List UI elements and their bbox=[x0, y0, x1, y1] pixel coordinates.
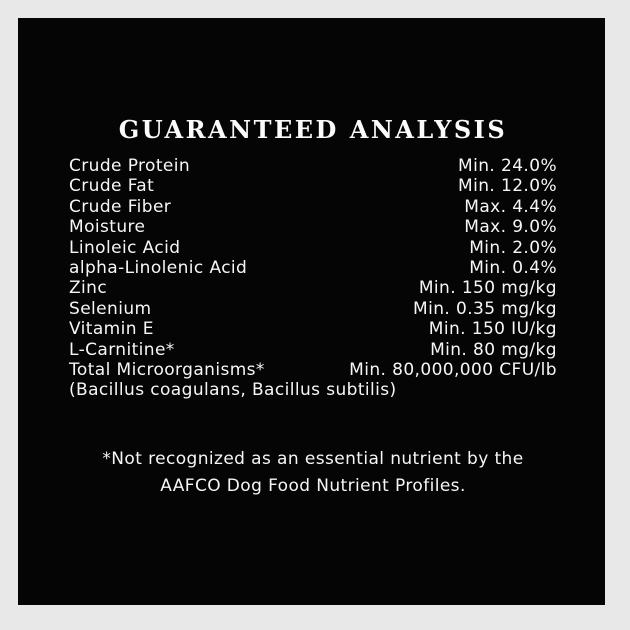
nutrient-value: Min. 0.4% bbox=[469, 258, 557, 279]
nutrient-value: Min. 2.0% bbox=[469, 237, 557, 258]
nutrient-name: L-Carnitine* bbox=[69, 339, 175, 360]
table-row: Crude Fiber Max. 4.4% bbox=[69, 197, 557, 217]
nutrient-name: Linoleic Acid bbox=[69, 237, 181, 258]
nutrient-value: Max. 4.4% bbox=[464, 196, 557, 217]
nutrient-value: Max. 9.0% bbox=[464, 217, 557, 238]
nutrient-name: Crude Fiber bbox=[69, 196, 172, 217]
table-row: L-Carnitine* Min. 80 mg/kg bbox=[69, 340, 557, 360]
table-row: Zinc Min. 150 mg/kg bbox=[69, 278, 557, 298]
nutrient-value: Min. 150 IU/kg bbox=[428, 319, 557, 340]
nutrient-value: Min. 80,000,000 CFU/lb bbox=[349, 360, 557, 381]
table-row: Moisture Max. 9.0% bbox=[69, 217, 557, 237]
nutrient-name: Selenium bbox=[69, 298, 152, 319]
nutrient-name: Crude Fat bbox=[69, 176, 155, 197]
nutrient-name: alpha-Linolenic Acid bbox=[69, 258, 248, 279]
nutrient-value: Min. 24.0% bbox=[458, 156, 557, 176]
aafco-footnote: *Not recognized as an essential nutrient… bbox=[69, 446, 557, 500]
footnote-line: *Not recognized as an essential nutrient… bbox=[102, 448, 524, 469]
analysis-table: Crude Protein Min. 24.0% Crude Fat Min. 12.… bbox=[69, 156, 557, 401]
table-row: Crude Fat Min. 12.0% bbox=[69, 176, 557, 196]
nutrient-name: Crude Protein bbox=[69, 156, 191, 176]
table-row: Vitamin E Min. 150 IU/kg bbox=[69, 319, 557, 339]
table-row: Total Microorganisms* Min. 80,000,000 CFU… bbox=[69, 360, 557, 380]
nutrient-name: Total Microorganisms* bbox=[69, 360, 265, 381]
table-row: Selenium Min. 0.35 mg/kg bbox=[69, 299, 557, 319]
nutrient-value: Min. 0.35 mg/kg bbox=[413, 298, 557, 319]
nutrient-name: Vitamin E bbox=[69, 319, 154, 340]
table-row: (Bacillus coagulans, Bacillus subtilis) bbox=[69, 380, 557, 400]
nutrient-value: Min. 80 mg/kg bbox=[430, 339, 557, 360]
guaranteed-analysis-panel: GUARANTEED ANALYSIS Crude Protein Min. 24… bbox=[18, 18, 605, 605]
guaranteed-analysis-title: GUARANTEED ANALYSIS bbox=[118, 115, 508, 144]
table-row: Linoleic Acid Min. 2.0% bbox=[69, 238, 557, 258]
table-row: Crude Protein Min. 24.0% bbox=[69, 156, 557, 176]
nutrient-name: (Bacillus coagulans, Bacillus subtilis) bbox=[69, 380, 397, 401]
nutrient-name: Zinc bbox=[69, 278, 108, 299]
table-row: alpha-Linolenic Acid Min. 0.4% bbox=[69, 258, 557, 278]
nutrient-value: Min. 12.0% bbox=[458, 176, 557, 197]
footnote-line: AAFCO Dog Food Nutrient Profiles. bbox=[160, 475, 466, 496]
nutrient-name: Moisture bbox=[69, 217, 146, 238]
nutrient-value: Min. 150 mg/kg bbox=[418, 278, 557, 299]
